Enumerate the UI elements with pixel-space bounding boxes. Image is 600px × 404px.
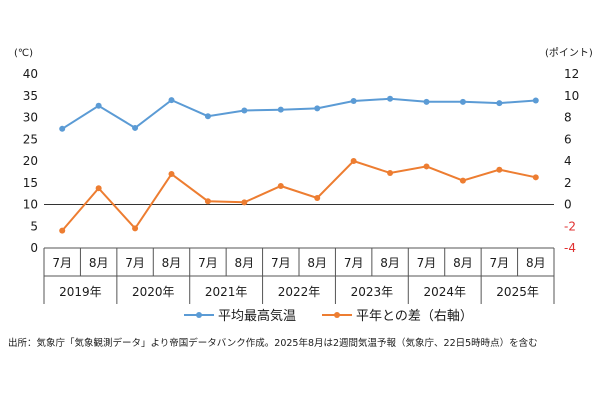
left-tick-label: 10: [23, 198, 38, 212]
right-axis-ticks: -4 -2 0 2 4 6 8 10 12: [564, 67, 579, 255]
month-label: 8月: [162, 256, 182, 270]
series-line-1: [61, 159, 537, 232]
right-tick-label: -2: [564, 219, 576, 233]
data-point-1: [350, 158, 357, 164]
data-point-0: [59, 125, 66, 132]
data-point-1: [314, 194, 321, 201]
left-tick-label: 40: [23, 67, 38, 81]
month-label: 8月: [380, 256, 400, 270]
month-label: 7月: [52, 256, 72, 270]
legend-label-diff-from-normal: 平年との差（右軸）: [356, 309, 473, 324]
data-point-0: [168, 97, 175, 104]
category-axis: 7月 8月 7月 8月 7月 8月 7月 8月 7月 8月 7月 8月 7月 8月 2019年 2020年 20…: [43, 247, 555, 304]
month-label: 7月: [198, 256, 218, 270]
right-tick-label: 4: [564, 154, 572, 168]
left-tick-label: 20: [23, 154, 38, 168]
data-point-1: [496, 166, 503, 173]
year-label: 2023年: [351, 285, 394, 299]
month-label: 7月: [271, 256, 291, 270]
month-label: 8月: [235, 256, 255, 270]
data-point-0: [387, 95, 394, 102]
data-point-1: [95, 185, 102, 192]
right-tick-label: -4: [564, 241, 576, 255]
series-line-0: [61, 97, 536, 130]
year-label: 2020年: [132, 285, 175, 299]
data-point-0: [132, 124, 139, 131]
data-point-1: [423, 163, 430, 170]
source-note: 出所：気象庁「気象観測データ」より帝国データバンク作成。2025年8月は2週間気…: [8, 337, 538, 349]
month-label: 8月: [526, 256, 546, 270]
legend: 平均最高気温 平年との差（右軸）: [184, 308, 473, 324]
year-label: 2021年: [205, 285, 248, 299]
year-label: 2024年: [423, 285, 466, 299]
month-label: 8月: [89, 256, 109, 270]
right-tick-label: 10: [564, 89, 579, 103]
data-point-0: [423, 98, 430, 105]
data-point-0: [95, 102, 102, 109]
month-label: 7月: [344, 256, 364, 270]
legend-marker-diff-from-normal: [334, 312, 340, 318]
data-point-1: [168, 171, 175, 178]
left-tick-label: 35: [23, 89, 38, 103]
right-tick-label: 2: [564, 176, 572, 190]
month-label: 7月: [490, 256, 510, 270]
left-axis-unit: (℃): [14, 48, 33, 59]
right-tick-label: 6: [564, 132, 572, 146]
data-point-0: [277, 106, 284, 113]
year-label: 2025年: [496, 285, 539, 299]
legend-label-avg-max-temp: 平均最高気温: [218, 308, 296, 324]
data-point-1: [387, 169, 394, 176]
data-point-1: [132, 225, 139, 232]
data-point-0: [532, 97, 539, 104]
month-label: 7月: [417, 256, 437, 270]
data-point-1: [59, 227, 66, 234]
month-label: 8月: [307, 256, 327, 270]
right-axis-unit: (ポイント): [545, 47, 593, 59]
left-tick-label: 15: [23, 176, 38, 190]
data-point-1: [459, 177, 466, 184]
data-point-0: [459, 98, 466, 105]
month-label: 7月: [125, 256, 145, 270]
legend-marker-avg-max-temp: [196, 312, 202, 318]
data-point-0: [204, 113, 211, 120]
data-point-1: [204, 198, 211, 205]
data-point-0: [314, 105, 321, 112]
data-point-0: [241, 107, 248, 114]
left-tick-label: 5: [30, 219, 38, 233]
left-tick-label: 30: [23, 111, 38, 125]
data-point-0: [350, 97, 357, 104]
year-label: 2019年: [59, 285, 102, 299]
left-axis-ticks: 0 5 10 15 20 25 30 35 40: [23, 67, 38, 255]
data-point-1: [241, 199, 248, 206]
series-layer: [59, 95, 539, 234]
right-tick-label: 0: [564, 198, 572, 212]
month-label: 8月: [453, 256, 473, 270]
data-point-1: [277, 183, 284, 190]
data-point-0: [496, 100, 503, 107]
left-tick-label: 0: [30, 241, 38, 255]
right-tick-label: 8: [564, 111, 572, 125]
data-point-1: [532, 174, 539, 181]
left-tick-label: 25: [23, 132, 38, 146]
right-tick-label: 12: [564, 67, 579, 81]
year-label: 2022年: [278, 285, 321, 299]
